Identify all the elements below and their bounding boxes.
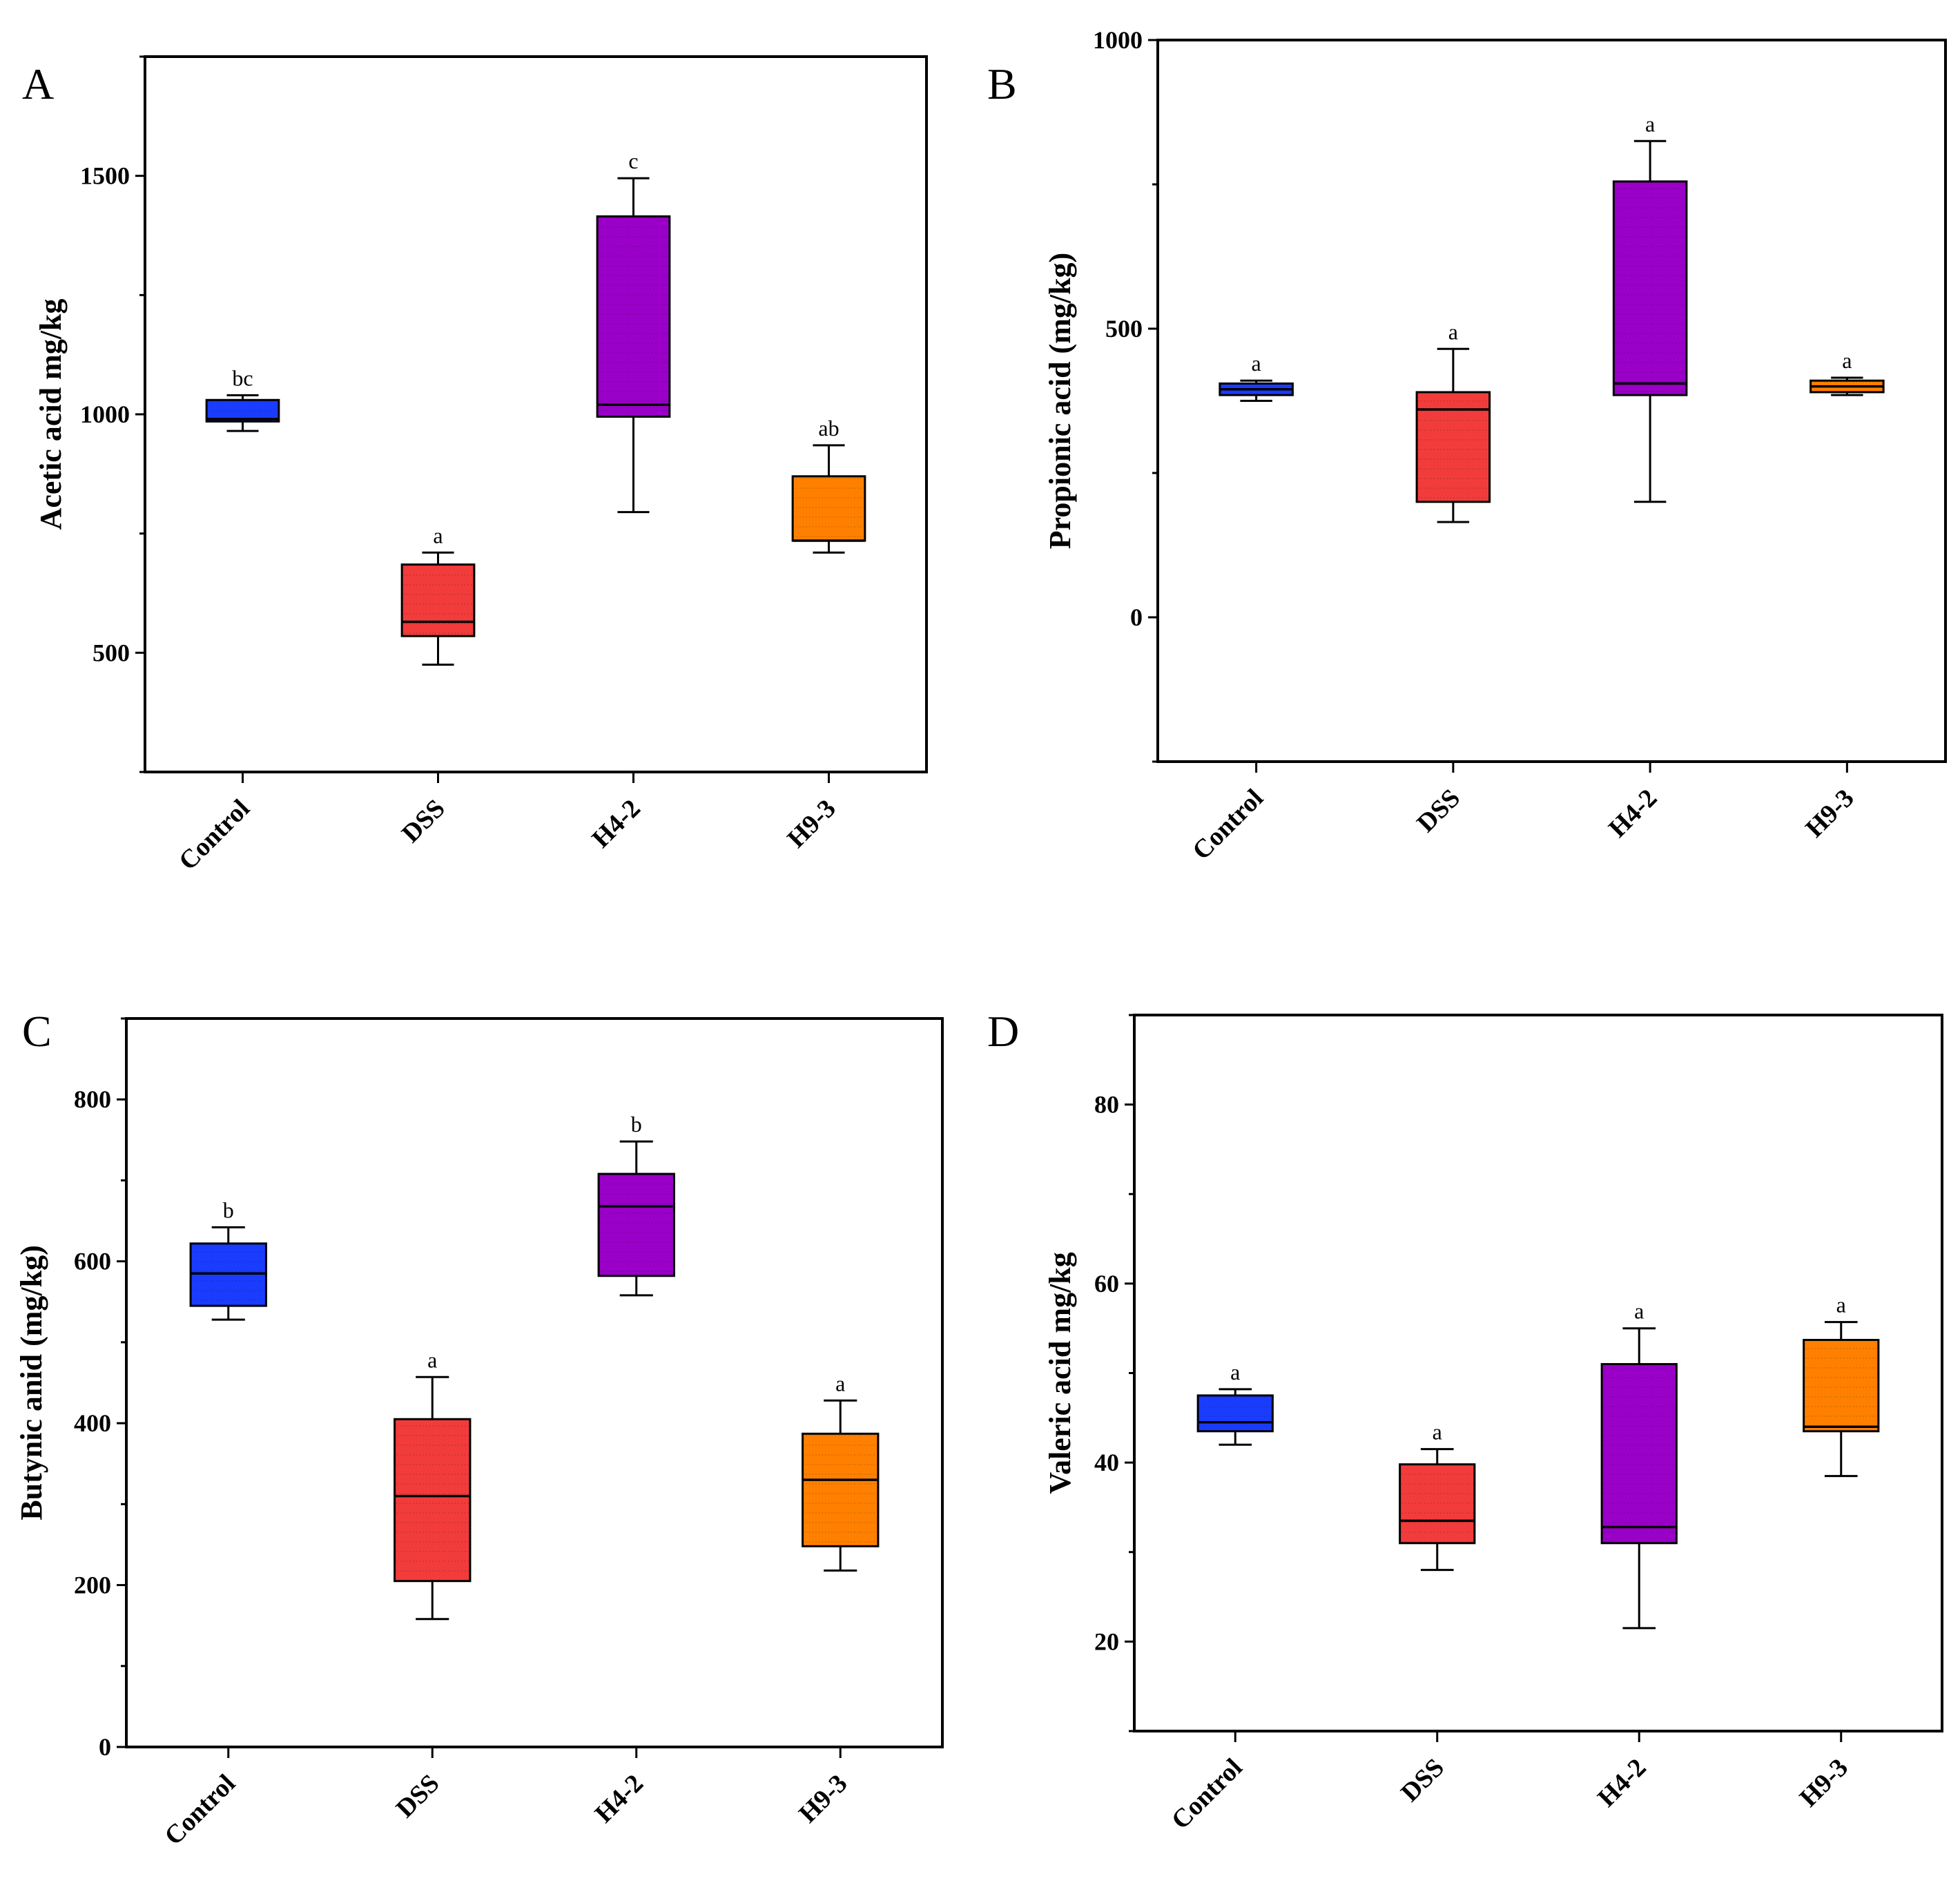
y-tick-label: 400 bbox=[74, 1409, 111, 1437]
box-DSS bbox=[1399, 1463, 1476, 1545]
y-axis-label: Valeric acid mg/kg bbox=[1043, 1252, 1077, 1494]
x-tick-label: DSS bbox=[1411, 784, 1466, 838]
significance-label: a bbox=[1252, 351, 1261, 376]
x-tick-label: H4-2 bbox=[1603, 784, 1662, 843]
significance-label: ab bbox=[818, 416, 839, 441]
y-tick-label: 20 bbox=[1094, 1628, 1119, 1655]
x-tick-label: DSS bbox=[396, 794, 451, 849]
box-DSS bbox=[394, 1418, 472, 1583]
plot-frame bbox=[125, 1017, 944, 1748]
box-Control bbox=[1196, 1394, 1274, 1433]
x-tick-label: DSS bbox=[1395, 1753, 1450, 1808]
box-H4-2 bbox=[1600, 1363, 1678, 1545]
significance-label: a bbox=[1836, 1293, 1846, 1317]
plot-frame bbox=[1156, 39, 1947, 763]
significance-label: a bbox=[427, 1347, 437, 1372]
significance-label: b bbox=[631, 1112, 642, 1137]
y-axis-label: Acetic acid mg/kg bbox=[34, 299, 68, 530]
panel-letter: A bbox=[22, 59, 54, 108]
significance-label: bc bbox=[232, 365, 253, 390]
significance-label: a bbox=[1433, 1420, 1442, 1445]
y-tick-label: 0 bbox=[99, 1733, 111, 1761]
x-tick-label: H4-2 bbox=[590, 1769, 649, 1828]
box-H4-2 bbox=[1612, 180, 1688, 396]
box-H9-3 bbox=[802, 1432, 880, 1547]
y-tick-label: 200 bbox=[74, 1572, 111, 1599]
x-tick-label: H9-3 bbox=[1794, 1753, 1854, 1813]
x-tick-label: Control bbox=[173, 794, 255, 876]
significance-label: c bbox=[628, 148, 638, 173]
x-tick-label: DSS bbox=[391, 1769, 445, 1824]
significance-label: a bbox=[1230, 1360, 1240, 1384]
box-H4-2 bbox=[597, 1172, 675, 1277]
y-tick-label: 0 bbox=[1130, 603, 1143, 631]
box-H9-3 bbox=[1803, 1339, 1880, 1433]
significance-label: a bbox=[1634, 1299, 1644, 1324]
box-H9-3 bbox=[791, 475, 866, 542]
box-DSS bbox=[400, 563, 476, 637]
y-tick-label: 80 bbox=[1094, 1091, 1119, 1119]
x-tick-label: H4-2 bbox=[1592, 1753, 1651, 1813]
x-tick-label: H9-3 bbox=[782, 794, 841, 853]
panel-C: C Butynic anid (mg/kg) 0 200 400 600 800 Contro… bbox=[14, 1007, 944, 1851]
x-tick-label: H9-3 bbox=[793, 1769, 853, 1828]
y-tick-label: 60 bbox=[1094, 1270, 1119, 1297]
panel-B: B Propionic acid (mg/kg) 0 500 1000 Control a D… bbox=[987, 26, 1947, 866]
panel-A: A Acetic acid mg/kg 500 1000 1500 Control bc DS… bbox=[22, 55, 928, 876]
y-axis-label: Propionic acid (mg/kg) bbox=[1043, 253, 1077, 549]
box-H4-2 bbox=[596, 215, 671, 418]
y-tick-label: 500 bbox=[1105, 315, 1143, 342]
y-tick-label: 800 bbox=[74, 1085, 111, 1113]
y-tick-label: 40 bbox=[1094, 1449, 1119, 1476]
significance-label: a bbox=[1645, 111, 1655, 136]
y-tick-label: 1000 bbox=[1093, 26, 1143, 54]
significance-label: a bbox=[1842, 348, 1852, 373]
y-tick-label: 500 bbox=[93, 639, 130, 666]
x-tick-label: Control bbox=[159, 1769, 241, 1851]
x-tick-label: H9-3 bbox=[1800, 784, 1859, 843]
y-tick-label: 1000 bbox=[80, 400, 130, 428]
y-axis-label: Butynic anid (mg/kg) bbox=[14, 1245, 48, 1520]
panel-D: D Valeric acid mg/kg 20 40 60 80 Control a DSS a H… bbox=[987, 1007, 1943, 1835]
panel-letter: D bbox=[987, 1007, 1019, 1056]
panel-letter: C bbox=[22, 1007, 52, 1056]
y-tick-label: 600 bbox=[74, 1248, 111, 1275]
x-tick-label: Control bbox=[1187, 784, 1269, 866]
panel-letter: B bbox=[987, 59, 1017, 108]
significance-label: a bbox=[433, 523, 443, 548]
significance-label: b bbox=[223, 1197, 234, 1222]
x-tick-label: H4-2 bbox=[586, 794, 646, 853]
significance-label: a bbox=[835, 1371, 845, 1396]
y-tick-label: 1500 bbox=[80, 162, 130, 190]
box-Control bbox=[189, 1242, 267, 1307]
x-tick-label: Control bbox=[1166, 1753, 1248, 1835]
significance-label: a bbox=[1448, 319, 1458, 344]
